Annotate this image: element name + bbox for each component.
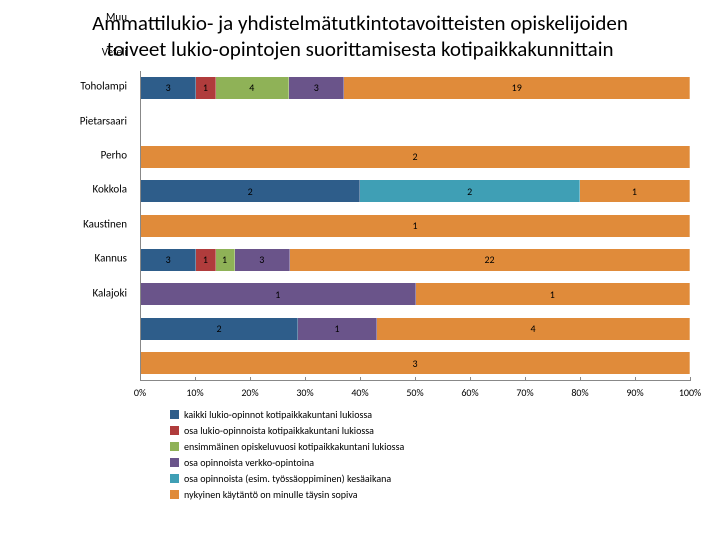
- bar-segment: 1: [216, 249, 235, 271]
- bar-row: 11: [141, 283, 690, 305]
- x-axis-tick-mark: [360, 377, 361, 381]
- bar-row: 3: [141, 352, 690, 374]
- x-axis-tick-mark: [195, 377, 196, 381]
- y-axis-label: Veteli: [102, 45, 127, 58]
- bar-row: 221: [141, 180, 690, 202]
- x-axis-tick-label: 60%: [461, 386, 478, 399]
- bar-segment: 1: [196, 249, 215, 271]
- y-axis-label: Kannus: [95, 252, 127, 265]
- x-axis-tick-label: 70%: [516, 386, 533, 399]
- x-axis-tick-mark: [140, 377, 141, 381]
- legend-item: kaikki lukio-opinnot kotipaikkakuntani l…: [170, 407, 690, 423]
- bar-segment: 4: [377, 318, 690, 340]
- bar-segment: 2: [141, 318, 298, 340]
- legend-label: osa opinnoista verkko-opintoina: [184, 455, 314, 471]
- bar-segment: 4: [216, 77, 290, 99]
- x-axis-tick-mark: [250, 377, 251, 381]
- x-axis-tick-label: 90%: [626, 386, 643, 399]
- plot-region: 31431922211311322112143: [140, 71, 690, 381]
- x-axis-tick-mark: [415, 377, 416, 381]
- x-axis-tick-mark: [525, 377, 526, 381]
- bar-segment: 19: [344, 77, 690, 99]
- bar-row: 2: [141, 146, 690, 168]
- y-axis-label: Pietarsaari: [80, 114, 127, 127]
- bar-segment: 3: [289, 77, 344, 99]
- legend-swatch: [170, 490, 179, 499]
- y-axis-label: Kokkola: [92, 183, 127, 196]
- x-axis-tick-mark: [305, 377, 306, 381]
- bar-segment: 1: [416, 283, 691, 305]
- title-line-2: toiveet lukio-opintojen suorittamisesta …: [106, 36, 613, 62]
- bar-segment: 1: [141, 215, 690, 237]
- bar-row: 314319: [141, 77, 690, 99]
- legend-swatch: [170, 426, 179, 435]
- y-axis-label: Toholampi: [80, 80, 127, 93]
- legend-label: kaikki lukio-opinnot kotipaikkakuntani l…: [184, 407, 372, 423]
- x-axis-tick-label: 10%: [186, 386, 203, 399]
- legend-item: osa opinnoista (esim. työssäoppiminen) k…: [170, 471, 690, 487]
- y-axis-label: Muu: [106, 11, 127, 24]
- legend-label: osa opinnoista (esim. työssäoppiminen) k…: [184, 471, 391, 487]
- x-axis-tick-label: 80%: [571, 386, 588, 399]
- title-line-1: Ammattilukio- ja yhdistelmätutkintotavoi…: [92, 10, 628, 36]
- x-axis-ticks: 0%10%20%30%40%50%60%70%80%90%100%: [140, 381, 690, 401]
- bar-row: 214: [141, 318, 690, 340]
- x-axis-tick-label: 20%: [241, 386, 258, 399]
- legend-item: osa opinnoista verkko-opintoina: [170, 455, 690, 471]
- y-axis-label: Kaustinen: [83, 217, 127, 230]
- y-axis-label: Kalajoki: [92, 286, 127, 299]
- bar-segment: 3: [141, 352, 690, 374]
- bar-segment: 22: [290, 249, 690, 271]
- bar-segment: 1: [141, 283, 416, 305]
- x-axis-tick-mark: [690, 377, 691, 381]
- legend-item: osa lukio-opinnoista kotipaikkakuntani l…: [170, 423, 690, 439]
- x-axis-tick-label: 40%: [351, 386, 368, 399]
- legend-item: ensimmäinen opiskeluvuosi kotipaikkakunt…: [170, 439, 690, 455]
- bar-segment: 1: [196, 77, 215, 99]
- chart-area: 31431922211311322112143 0%10%20%30%40%50…: [140, 71, 690, 401]
- legend-swatch: [170, 442, 179, 451]
- legend-label: osa lukio-opinnoista kotipaikkakuntani l…: [184, 423, 374, 439]
- bar-segment: 1: [298, 318, 377, 340]
- bar-row: [141, 111, 690, 133]
- bar-segment: 2: [141, 180, 360, 202]
- bar-segment: 3: [235, 249, 290, 271]
- legend-label: ensimmäinen opiskeluvuosi kotipaikkakunt…: [184, 439, 404, 455]
- x-axis-tick-mark: [470, 377, 471, 381]
- legend-swatch: [170, 410, 179, 419]
- legend-label: nykyinen käytäntö on minulle täysin sopi…: [184, 487, 358, 503]
- y-axis-labels: Muu Veteli Toholampi Pietarsaari Perho Kokkol…: [30, 0, 135, 310]
- legend-item: nykyinen käytäntö on minulle täysin sopi…: [170, 487, 690, 503]
- x-axis-tick-label: 100%: [679, 386, 701, 399]
- bar-segment: 2: [360, 180, 579, 202]
- bar-row: 311322: [141, 249, 690, 271]
- legend: kaikki lukio-opinnot kotipaikkakuntani l…: [170, 407, 690, 503]
- bar-segment: 2: [141, 146, 690, 168]
- bar-row: 1: [141, 215, 690, 237]
- x-axis-tick-mark: [580, 377, 581, 381]
- x-axis-tick-mark: [635, 377, 636, 381]
- legend-swatch: [170, 458, 179, 467]
- bar-segment: 1: [580, 180, 690, 202]
- legend-swatch: [170, 474, 179, 483]
- y-axis-label: Perho: [101, 149, 127, 162]
- x-axis-tick-label: 50%: [406, 386, 423, 399]
- x-axis-tick-label: 0%: [134, 386, 146, 399]
- bar-segment: 3: [141, 77, 196, 99]
- bar-segment: 3: [141, 249, 196, 271]
- x-axis-tick-label: 30%: [296, 386, 313, 399]
